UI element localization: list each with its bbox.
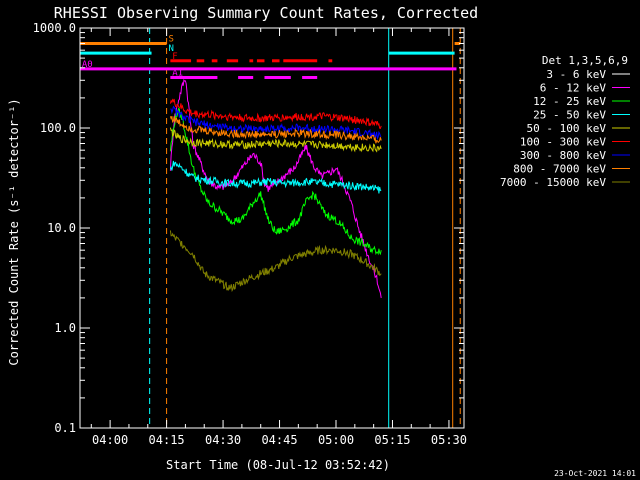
chart-title: RHESSI Observing Summary Count Rates, Co…	[54, 4, 478, 22]
y-tick-label-0-1: 0.1	[54, 421, 76, 435]
legend-label-100-300-kev: 100 - 300 keV	[520, 136, 606, 149]
series-line-800-7000-kev	[169, 115, 382, 144]
legend-label-12-25-kev: 12 - 25 keV	[533, 95, 606, 108]
series-line-7000-15000-kev	[169, 230, 382, 293]
y-tick-label-10-0: 10.0	[47, 221, 76, 235]
legend-label-6-12-kev: 6 - 12 keV	[540, 82, 607, 95]
x-tick-label-04-00: 04:00	[92, 433, 128, 447]
legend-label-300-800-kev: 300 - 800 keV	[520, 149, 606, 162]
y-tick-label-100-0: 100.0	[40, 121, 76, 135]
series-line-300-800-kev	[170, 105, 382, 141]
series-line-6-12-kev	[169, 79, 382, 298]
series-line-12-25-kev	[169, 107, 382, 256]
state-bar-label-f: F	[172, 52, 177, 62]
series-line-25-50-kev	[169, 160, 382, 194]
x-axis-label: Start Time (08-Jul-12 03:52:42)	[166, 458, 390, 472]
legend-title: Det 1,3,5,6,9	[542, 54, 628, 67]
y-tick-label-1000-0: 1000.0	[33, 21, 76, 35]
legend-label-800-7000-kev: 800 - 7000 keV	[513, 163, 606, 176]
x-tick-label-05-30: 05:30	[431, 433, 467, 447]
legend-label-25-50-kev: 25 - 50 keV	[533, 109, 606, 122]
footer-timestamp: 23-Oct-2021 14:01	[554, 469, 636, 478]
series-line-50-100-kev	[169, 127, 382, 153]
state-bar-label-a0: A0	[82, 60, 93, 70]
legend-label-50-100-kev: 50 - 100 keV	[527, 122, 607, 135]
x-tick-label-05-15: 05:15	[374, 433, 410, 447]
y-axis-label: Corrected Count Rate (s⁻¹ detector⁻¹)	[7, 98, 21, 365]
x-axis: 04:00 04:15 04:30 04:45 05:00 05:15 05:30	[90, 28, 467, 447]
y-axis: 0.1 1.0 10.0 100.0 1000.0	[33, 21, 464, 435]
y-tick-label-1-0: 1.0	[54, 321, 76, 335]
state-bar-label-a1: A1	[172, 68, 183, 78]
state-bar-label-s: S	[168, 34, 173, 44]
state-bar-label-n: N	[168, 44, 173, 54]
x-tick-label-05-00: 05:00	[318, 433, 354, 447]
x-tick-label-04-45: 04:45	[261, 433, 297, 447]
legend-label-7000-15000-kev: 7000 - 15000 keV	[500, 176, 606, 189]
x-tick-label-04-30: 04:30	[205, 433, 241, 447]
series-line-100-300-kev	[169, 98, 382, 130]
legend-label-3-6-kev: 3 - 6 keV	[546, 68, 606, 81]
x-tick-label-04-15: 04:15	[149, 433, 185, 447]
